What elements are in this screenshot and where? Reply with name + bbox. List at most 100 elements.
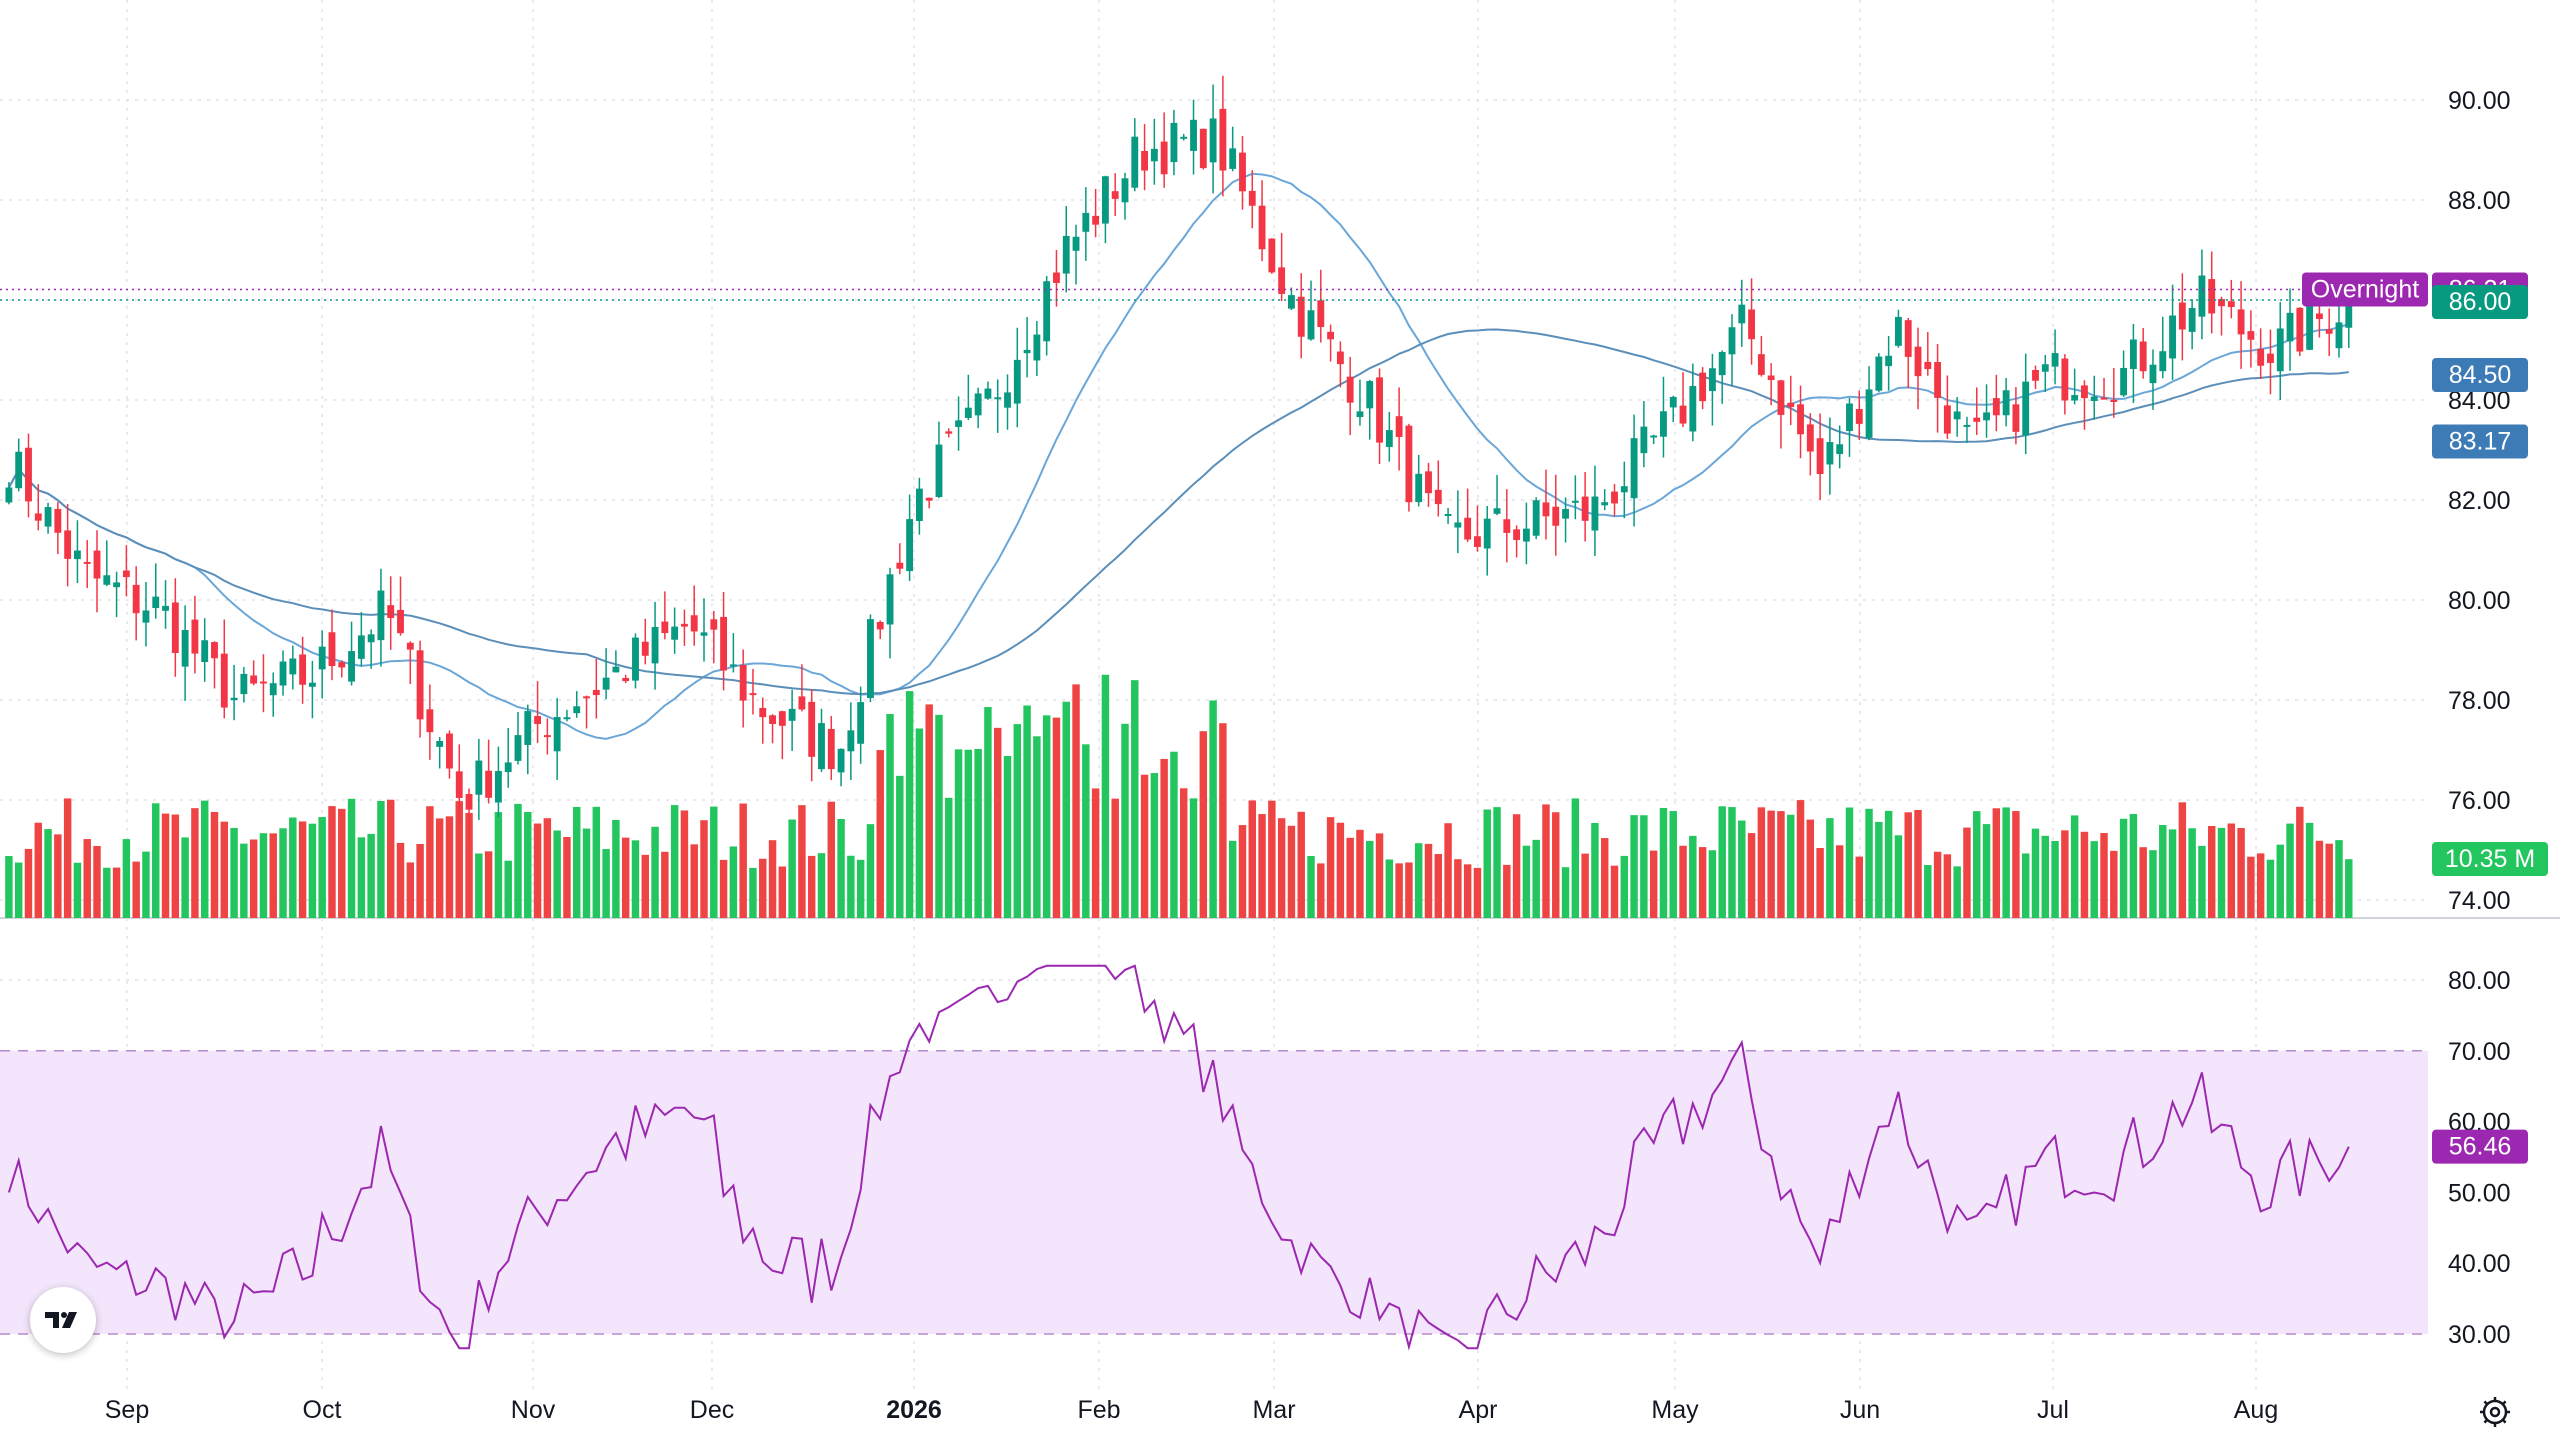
candle[interactable]: [308, 660, 316, 719]
candle[interactable]: [279, 650, 287, 696]
candle[interactable]: [485, 739, 493, 804]
candle[interactable]: [641, 618, 649, 665]
candle[interactable]: [994, 379, 1002, 433]
candle[interactable]: [436, 737, 444, 769]
candle[interactable]: [494, 746, 502, 818]
candle[interactable]: [1650, 434, 1658, 445]
candle[interactable]: [1983, 384, 1990, 438]
candle[interactable]: [651, 601, 659, 690]
candle[interactable]: [1757, 335, 1765, 377]
candle[interactable]: [827, 716, 835, 781]
candle[interactable]: [534, 681, 541, 743]
candle[interactable]: [1992, 374, 2000, 432]
candle[interactable]: [886, 567, 894, 659]
candle[interactable]: [1082, 187, 1090, 261]
candle[interactable]: [847, 702, 855, 781]
candle[interactable]: [906, 494, 914, 582]
candle[interactable]: [2071, 368, 2079, 405]
candle[interactable]: [318, 630, 326, 699]
candle[interactable]: [1072, 224, 1080, 285]
candle[interactable]: [1611, 484, 1618, 517]
candle[interactable]: [2227, 279, 2235, 319]
candle[interactable]: [2188, 299, 2196, 350]
candle[interactable]: [1571, 475, 1579, 520]
candle[interactable]: [1963, 416, 1971, 444]
candle[interactable]: [1033, 321, 1041, 377]
candle[interactable]: [377, 568, 385, 667]
candle[interactable]: [945, 428, 953, 438]
candle[interactable]: [818, 708, 825, 772]
candle[interactable]: [5, 482, 13, 505]
candle[interactable]: [1004, 374, 1011, 430]
price-axis[interactable]: 90.0088.0086.0084.0082.0080.0078.0076.00…: [2448, 87, 2511, 915]
candle[interactable]: [798, 664, 806, 712]
candle[interactable]: [1679, 372, 1687, 427]
candle[interactable]: [1591, 465, 1599, 557]
candle[interactable]: [1101, 175, 1109, 244]
candle[interactable]: [1513, 525, 1521, 558]
candle[interactable]: [583, 695, 590, 729]
candle[interactable]: [1307, 280, 1315, 341]
candle[interactable]: [1346, 356, 1354, 436]
candle[interactable]: [1013, 327, 1021, 428]
candle[interactable]: [1826, 417, 1834, 495]
candle[interactable]: [142, 582, 150, 647]
candle[interactable]: [2257, 328, 2265, 379]
candle[interactable]: [2100, 377, 2108, 400]
candlesticks[interactable]: [5, 75, 2353, 843]
candle[interactable]: [122, 545, 130, 597]
candle[interactable]: [54, 501, 62, 555]
candle[interactable]: [1278, 233, 1286, 302]
tradingview-logo[interactable]: [30, 1287, 96, 1353]
candle[interactable]: [2002, 378, 2010, 427]
candle[interactable]: [759, 697, 767, 744]
candle[interactable]: [2032, 365, 2039, 389]
candle[interactable]: [1180, 133, 1188, 141]
candle[interactable]: [1297, 273, 1305, 359]
candle[interactable]: [1493, 474, 1501, 516]
candle[interactable]: [1728, 314, 1736, 387]
candle[interactable]: [514, 711, 522, 765]
candle[interactable]: [915, 477, 923, 535]
candle[interactable]: [1934, 344, 1942, 433]
candle[interactable]: [2247, 310, 2255, 368]
candle[interactable]: [1317, 269, 1325, 343]
candle[interactable]: [2090, 375, 2098, 420]
candle[interactable]: [1532, 497, 1540, 540]
candle[interactable]: [1973, 387, 1981, 435]
candle[interactable]: [1288, 287, 1295, 311]
candle[interactable]: [250, 660, 258, 686]
candle[interactable]: [1327, 324, 1335, 362]
candle[interactable]: [25, 433, 32, 518]
candle[interactable]: [1640, 400, 1648, 468]
candle[interactable]: [622, 674, 630, 684]
candle[interactable]: [2296, 307, 2304, 357]
candle[interactable]: [769, 714, 776, 744]
candle[interactable]: [504, 727, 512, 788]
candle[interactable]: [837, 748, 845, 787]
candle[interactable]: [1219, 75, 1227, 197]
candle[interactable]: [1708, 353, 1716, 426]
candle[interactable]: [1190, 99, 1197, 175]
candle[interactable]: [397, 576, 404, 636]
candle[interactable]: [1121, 172, 1129, 220]
candle[interactable]: [974, 387, 982, 429]
candle[interactable]: [230, 664, 238, 721]
candle[interactable]: [1895, 309, 1902, 348]
candle[interactable]: [1953, 397, 1961, 437]
candle[interactable]: [357, 612, 365, 667]
candle[interactable]: [788, 689, 796, 751]
candle[interactable]: [2022, 353, 2030, 455]
candle[interactable]: [1356, 379, 1364, 426]
candle[interactable]: [162, 580, 169, 629]
candle[interactable]: [1376, 368, 1383, 465]
candle[interactable]: [1199, 128, 1207, 170]
candle[interactable]: [299, 636, 307, 704]
candle[interactable]: [1620, 461, 1628, 519]
candle[interactable]: [201, 618, 209, 682]
candle[interactable]: [1581, 471, 1589, 542]
candle[interactable]: [74, 520, 81, 584]
candle[interactable]: [1777, 379, 1785, 449]
candle[interactable]: [739, 649, 747, 728]
candle[interactable]: [681, 609, 688, 646]
